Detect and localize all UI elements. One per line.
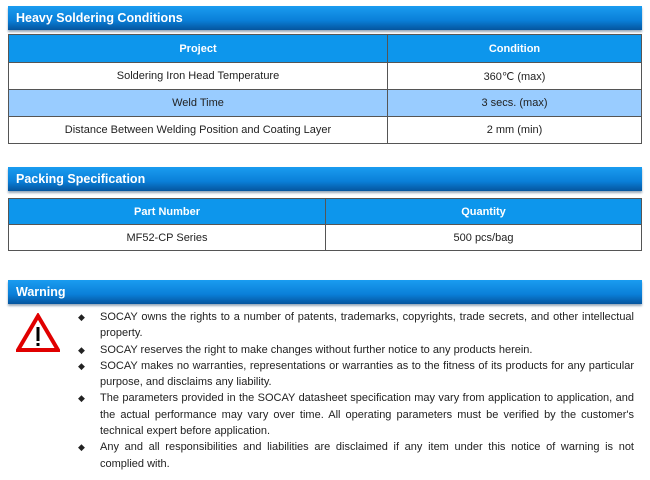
list-item: ◆ The parameters provided in the SOCAY da…	[78, 390, 634, 439]
bullet-diamond-icon: ◆	[78, 312, 85, 322]
warning-text: Any and all responsibilities and liabili…	[100, 441, 634, 470]
table-row: MF52-CP Series 500 pcs/bag	[8, 224, 642, 251]
cell: MF52-CP Series	[8, 224, 326, 251]
list-item: ◆ SOCAY owns the rights to a number of pa…	[78, 309, 634, 342]
bullet-diamond-icon: ◆	[78, 360, 85, 371]
table-row: Weld Time 3 secs. (max)	[8, 89, 642, 117]
warning-section-header: Warning	[8, 280, 642, 304]
bullet-diamond-icon: ◆	[78, 393, 85, 404]
warning-triangle-icon	[16, 313, 60, 352]
column-header-part-number: Part Number	[8, 198, 326, 225]
list-item: ◆ SOCAY makes no warranties, representati…	[78, 358, 634, 391]
table-row: Soldering Iron Head Temperature 360℃ (max…	[8, 62, 642, 90]
cell: Soldering Iron Head Temperature	[8, 62, 388, 90]
list-item: ◆ SOCAY reserves the right to make change…	[78, 342, 634, 358]
bullet-diamond-icon: ◆	[78, 442, 85, 453]
column-header-project: Project	[8, 34, 388, 63]
warning-list: ◆ SOCAY owns the rights to a number of pa…	[78, 309, 634, 472]
warning-text: SOCAY makes no warranties, representatio…	[100, 359, 634, 389]
packing-table: Part Number Quantity MF52-CP Series 500 pc…	[8, 198, 642, 251]
list-item: ◆ Any and all responsibilities and liabil…	[78, 439, 634, 472]
column-header-quantity: Quantity	[325, 198, 642, 225]
soldering-section-header: Heavy Soldering Conditions	[8, 6, 642, 30]
soldering-table: Project Condition Soldering Iron Head Tem…	[8, 34, 642, 144]
cell: 360℃ (max)	[387, 62, 642, 90]
warning-text: The parameters provided in the SOCAY dat…	[100, 392, 634, 438]
column-header-condition: Condition	[387, 34, 642, 63]
warning-text: SOCAY reserves the right to make changes…	[100, 343, 533, 356]
cell: Distance Between Welding Position and Co…	[8, 116, 388, 144]
packing-section-header: Packing Specification	[8, 167, 642, 191]
table-row: Distance Between Welding Position and Co…	[8, 116, 642, 144]
bullet-diamond-icon: ◆	[78, 344, 85, 355]
cell: 2 mm (min)	[387, 116, 642, 144]
cell: 3 secs. (max)	[387, 89, 642, 117]
warning-text: SOCAY owns the rights to a number of pat…	[100, 311, 634, 340]
cell: Weld Time	[8, 89, 388, 117]
cell: 500 pcs/bag	[325, 224, 642, 251]
